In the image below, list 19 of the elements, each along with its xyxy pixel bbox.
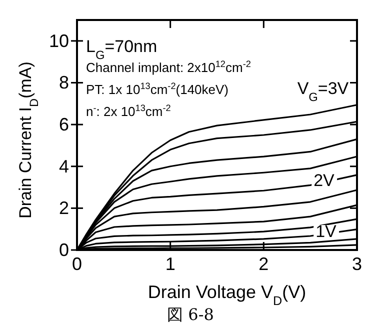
y-tick-label: 2 xyxy=(58,198,69,218)
caption: 図 6-8 xyxy=(167,305,214,324)
annotation: V$_{G}$=3V xyxy=(297,79,350,104)
annotation: L$_{G}$=70nm xyxy=(86,37,158,62)
x-axis-title: Drain Voltage V$_{D}$(V) xyxy=(148,282,306,308)
x-tick-label: 3 xyxy=(352,254,362,274)
y-tick-label: 4 xyxy=(58,156,69,176)
annotation: n$^{-}$: 2x 10$^{13}$cm$^{-2}$ xyxy=(86,103,171,119)
x-tick-label: 1 xyxy=(165,254,176,274)
annotation: PT: 1x 10$^{13}$cm$^{-2}$(140keV) xyxy=(86,81,229,97)
y-tick-label: 0 xyxy=(58,240,69,260)
annotation: 2V xyxy=(314,171,336,190)
y-tick-label: 10 xyxy=(48,30,69,51)
annotation: Channel implant: 2x10$^{12}$cm$^{-2}$ xyxy=(86,59,251,75)
annotation: 1V xyxy=(316,222,338,241)
x-tick-label: 0 xyxy=(72,254,82,274)
x-tick-label: 2 xyxy=(258,254,269,274)
y-tick-label: 6 xyxy=(58,114,69,135)
y-tick-label: 8 xyxy=(58,72,69,93)
